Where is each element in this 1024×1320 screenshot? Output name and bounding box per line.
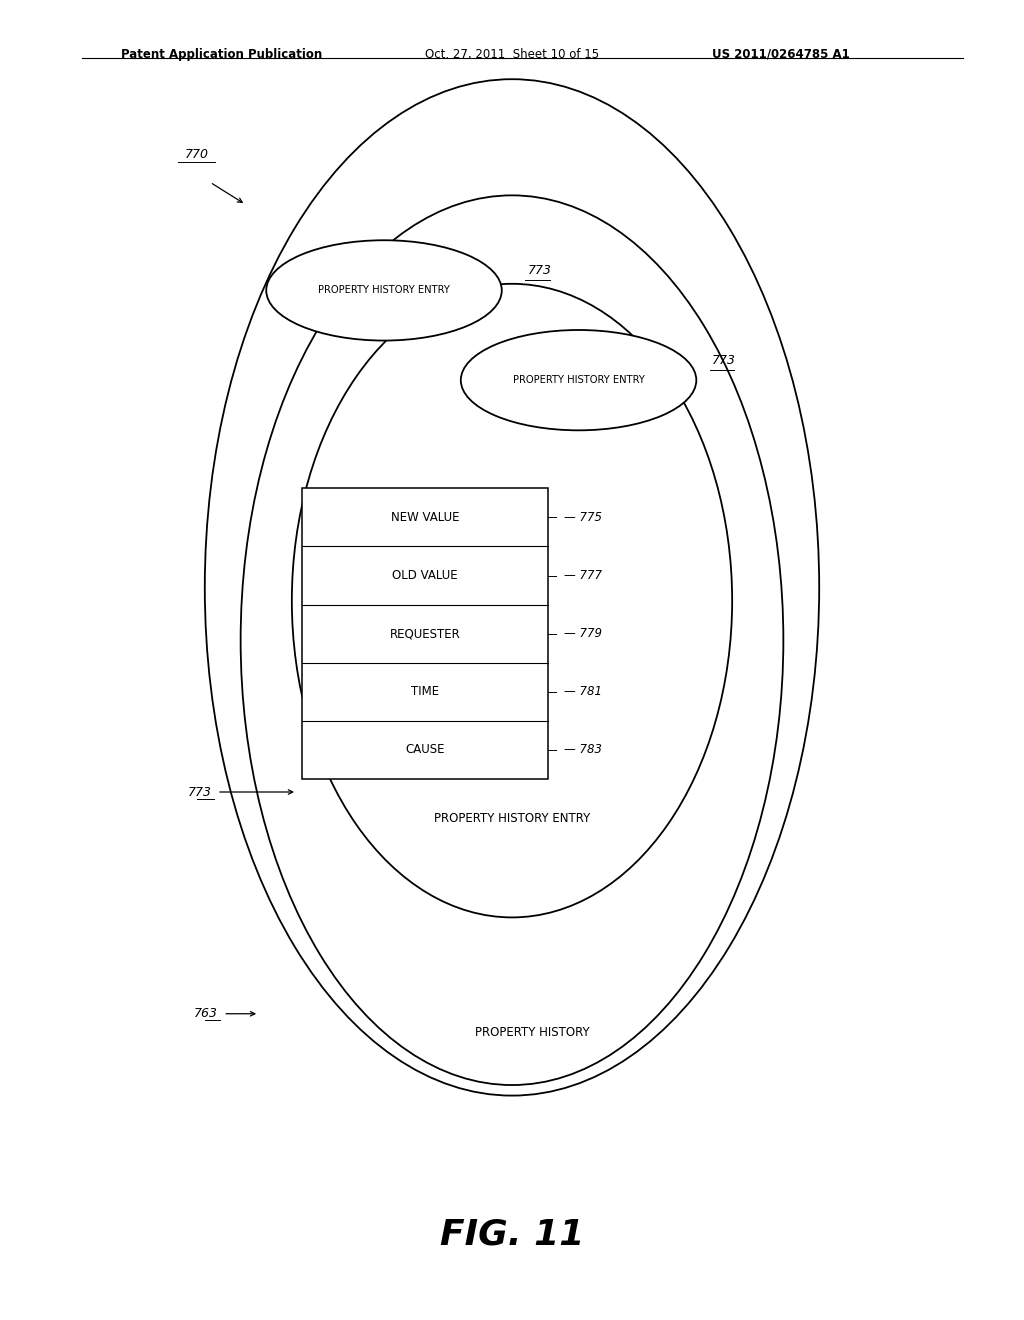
Text: CAUSE: CAUSE [406, 743, 444, 756]
Text: Patent Application Publication: Patent Application Publication [121, 48, 323, 61]
Text: FIG. 11: FIG. 11 [440, 1217, 584, 1251]
Ellipse shape [241, 195, 783, 1085]
Text: Oct. 27, 2011  Sheet 10 of 15: Oct. 27, 2011 Sheet 10 of 15 [425, 48, 599, 61]
Text: TIME: TIME [411, 685, 439, 698]
Text: — 783: — 783 [564, 743, 602, 756]
Text: — 775: — 775 [564, 511, 602, 524]
Text: REQUESTER: REQUESTER [389, 627, 461, 640]
Text: 773: 773 [712, 354, 735, 367]
Ellipse shape [461, 330, 696, 430]
Text: OLD VALUE: OLD VALUE [392, 569, 458, 582]
Ellipse shape [292, 284, 732, 917]
Text: 773: 773 [188, 785, 212, 799]
Text: PROPERTY HISTORY ENTRY: PROPERTY HISTORY ENTRY [318, 285, 450, 296]
Text: — 777: — 777 [564, 569, 602, 582]
Text: 773: 773 [527, 264, 551, 277]
Ellipse shape [266, 240, 502, 341]
Text: — 781: — 781 [564, 685, 602, 698]
Text: PROPERTY HISTORY ENTRY: PROPERTY HISTORY ENTRY [434, 812, 590, 825]
Text: PROPERTY HISTORY: PROPERTY HISTORY [475, 1026, 590, 1039]
Text: — 779: — 779 [564, 627, 602, 640]
Text: 763: 763 [195, 1007, 218, 1020]
Text: PROPERTY HISTORY ENTRY: PROPERTY HISTORY ENTRY [513, 375, 644, 385]
Bar [302, 488, 548, 779]
Ellipse shape [205, 79, 819, 1096]
Text: US 2011/0264785 A1: US 2011/0264785 A1 [712, 48, 850, 61]
Text: 770: 770 [184, 148, 209, 161]
Text: NEW VALUE: NEW VALUE [391, 511, 459, 524]
